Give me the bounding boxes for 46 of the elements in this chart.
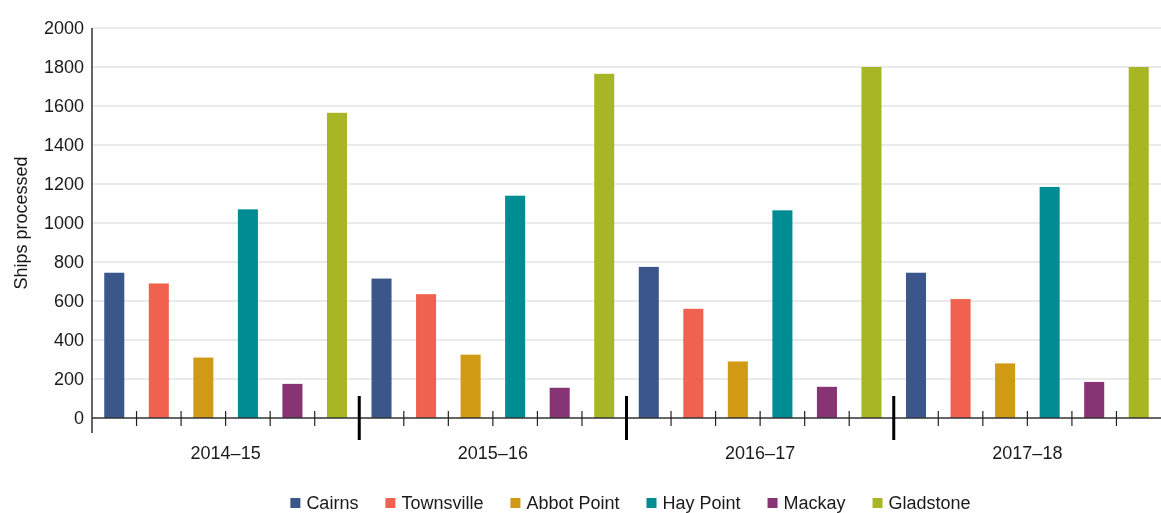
bar	[460, 354, 481, 418]
bar	[683, 308, 704, 418]
bar	[326, 112, 347, 418]
y-tick-label: 0	[73, 408, 84, 428]
x-tick-label: 2017–18	[992, 443, 1063, 463]
y-tick-label: 1000	[43, 213, 84, 233]
y-tick-label: 1400	[43, 135, 84, 155]
bar	[861, 67, 882, 418]
y-tick-label: 600	[53, 291, 84, 311]
legend-label: Abbot Point	[526, 493, 620, 513]
bar	[104, 272, 125, 418]
y-axis-title: Ships processed	[11, 156, 31, 290]
bar	[148, 283, 169, 418]
x-tick-label: 2014–15	[190, 443, 261, 463]
legend-label: Gladstone	[888, 493, 971, 513]
y-tick-label: 1600	[43, 96, 84, 116]
bar	[950, 299, 971, 418]
bar	[594, 73, 615, 418]
bar	[505, 195, 526, 418]
bar	[1039, 186, 1060, 418]
x-tick-label: 2015–16	[457, 443, 528, 463]
bar	[995, 363, 1016, 418]
y-tick-label: 1200	[43, 174, 84, 194]
legend-label: Hay Point	[662, 493, 741, 513]
legend-label: Mackay	[783, 493, 846, 513]
bar	[638, 266, 659, 418]
x-tick-label: 2016–17	[725, 443, 796, 463]
y-tick-label: 800	[53, 252, 84, 272]
bar	[371, 278, 392, 418]
y-tick-label: 2000	[43, 18, 84, 38]
bar	[549, 387, 570, 418]
y-tick-label: 400	[53, 330, 84, 350]
bar	[906, 272, 927, 418]
bar	[772, 210, 793, 418]
bar	[816, 386, 837, 418]
bar	[237, 209, 258, 418]
bar	[416, 294, 437, 418]
y-tick-label: 1800	[43, 57, 84, 77]
bar	[1128, 67, 1149, 418]
bar	[1084, 381, 1105, 418]
legend-label: Cairns	[306, 493, 359, 513]
legend-label: Townsville	[401, 493, 484, 513]
y-tick-label: 200	[53, 369, 84, 389]
bar	[727, 361, 748, 418]
bar	[193, 357, 214, 418]
bar	[282, 383, 303, 418]
